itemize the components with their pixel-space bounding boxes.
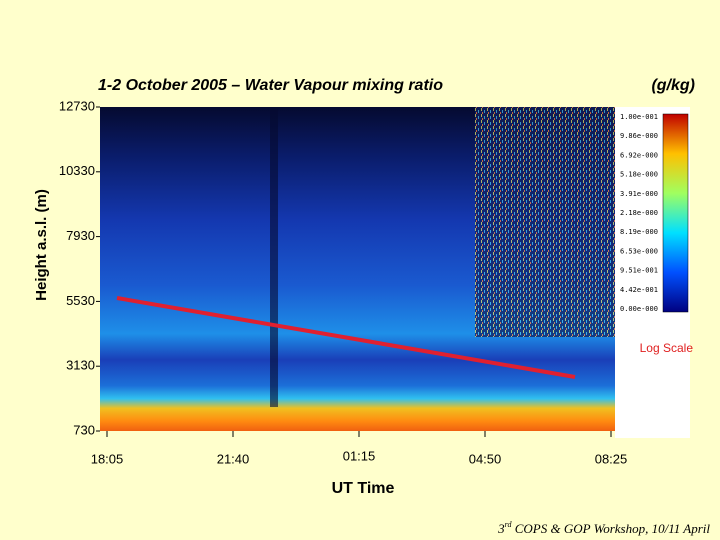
colorbar-label: 5.18e-000	[620, 171, 658, 179]
colorbar-label: 6.92e-000	[620, 151, 658, 159]
footer-suffix: rd	[505, 520, 513, 529]
colorbar-label: 3.91e-000	[620, 190, 658, 198]
footer-text: COPS & GOP Workshop, 10/11 April	[511, 521, 710, 536]
x-tick-label: 01:15	[343, 448, 376, 463]
y-axis-label: Height a.s.l. (m)	[33, 189, 50, 301]
footer: 3rd COPS & GOP Workshop, 10/11 April	[497, 520, 710, 536]
colorbar-label: 1.00e-001	[620, 113, 658, 121]
y-tick-label: 730	[73, 422, 95, 437]
y-tick-label: 7930	[66, 228, 95, 243]
y-tick-label: 12730	[59, 98, 95, 113]
colorbar-label: 9.51e-001	[620, 267, 658, 275]
colorbar-label: 0.00e-000	[620, 305, 658, 313]
colorbar-note: Log Scale	[640, 341, 694, 355]
heatmap-streak	[270, 107, 278, 407]
colorbar-label: 2.18e-000	[620, 209, 658, 217]
heatmap-noise	[475, 107, 615, 337]
trend-line	[116, 296, 576, 379]
x-axis-label: UT Time	[332, 480, 395, 497]
x-tick-label: 18:05	[91, 451, 124, 466]
y-tick-label: 10330	[59, 163, 95, 178]
footer-number: 3	[497, 521, 505, 536]
colorbar	[662, 113, 689, 313]
x-tick-label: 21:40	[217, 451, 250, 466]
colorbar-label: 4.42e-001	[620, 286, 658, 294]
colorbar-label: 6.53e-000	[620, 247, 658, 255]
colorbar-label: 8.19e-000	[620, 228, 658, 236]
x-tick-label: 04:50	[469, 451, 502, 466]
units: (g/kg)	[651, 77, 695, 94]
x-tick-label: 08:25	[595, 451, 628, 466]
y-tick-label: 3130	[66, 358, 95, 373]
colorbar-label: 9.86e-000	[620, 132, 658, 140]
chart-title: 1-2 October 2005 – Water Vapour mixing r…	[98, 77, 443, 94]
y-tick-label: 5530	[66, 293, 95, 308]
